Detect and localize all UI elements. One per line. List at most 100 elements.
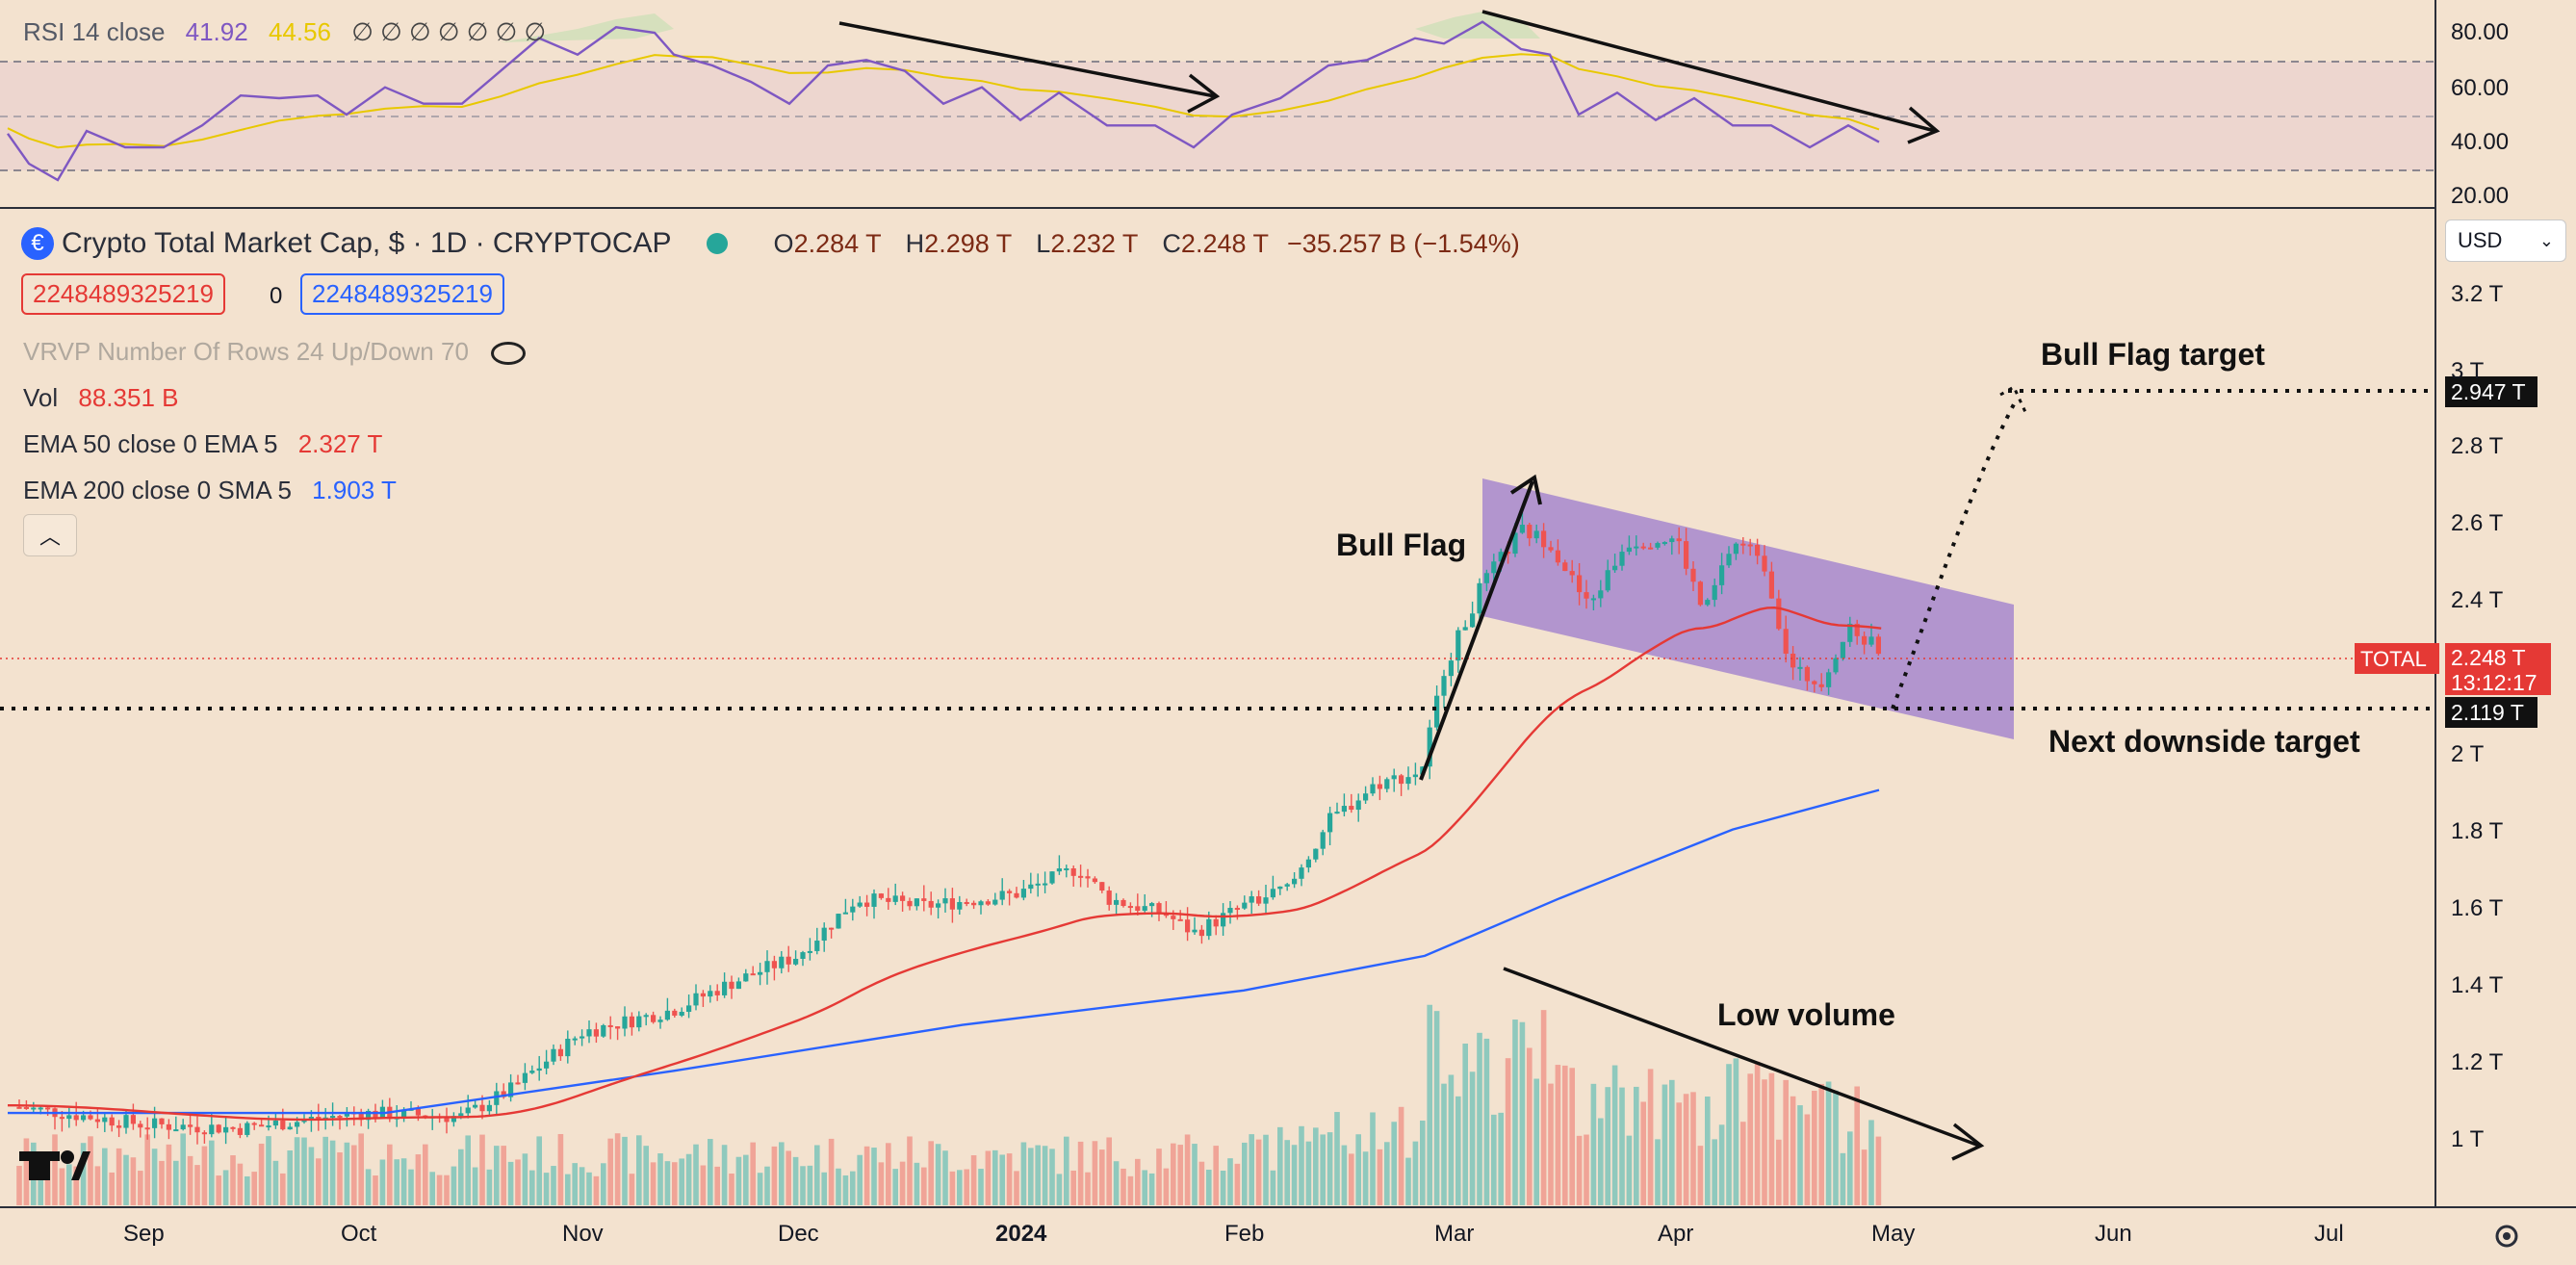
total-tag: [2355, 643, 2439, 674]
candle-body: [130, 1115, 136, 1124]
volume-bar: [871, 1148, 877, 1205]
spread-value: 0: [270, 283, 283, 309]
volume-bar: [1077, 1141, 1084, 1205]
volume-bar: [1705, 1097, 1711, 1205]
bull-flag-target-label: Bull Flag target: [2041, 337, 2265, 372]
volume-bar: [1768, 1072, 1775, 1205]
symbol-title[interactable]: Crypto Total Market Cap, $ · 1D · CRYPTO…: [62, 227, 672, 259]
time-label-feb: Feb: [1224, 1221, 1265, 1247]
volume-bar: [1647, 1069, 1654, 1205]
candle-body: [287, 1126, 293, 1130]
volume-bar: [365, 1169, 372, 1205]
volume-bar: [166, 1144, 172, 1205]
volume-bar: [23, 1138, 30, 1205]
candle-body: [1747, 544, 1753, 547]
price-label-2.0: 2 T: [2451, 741, 2485, 767]
volume-bar: [1106, 1137, 1112, 1205]
candle-body: [1056, 868, 1062, 872]
candle-body: [1612, 565, 1618, 571]
volume-bar: [1092, 1141, 1098, 1205]
volume-bar: [629, 1174, 635, 1205]
candle-body: [1263, 897, 1269, 904]
volume-bar: [1370, 1112, 1376, 1205]
candle-body: [23, 1106, 29, 1109]
volume-bar: [1171, 1143, 1176, 1205]
rsi-overbought-fill: [501, 13, 674, 42]
candle-body: [1740, 543, 1746, 546]
volume-bar: [1797, 1105, 1803, 1205]
bull-flag-channel: [1482, 478, 2014, 739]
volume-bar: [771, 1146, 778, 1205]
time-label-nov: Nov: [562, 1221, 604, 1247]
volume-bar: [458, 1149, 464, 1205]
volume-bar: [1163, 1168, 1170, 1205]
candle-body: [1177, 918, 1183, 921]
volume-bar: [1562, 1065, 1568, 1205]
volume-bar: [522, 1153, 528, 1205]
volume-bar: [465, 1135, 471, 1205]
time-label-apr: Apr: [1658, 1221, 1694, 1247]
candle-body: [1776, 598, 1782, 630]
volume-legend: Vol 88.351 B: [23, 383, 178, 413]
currency-select[interactable]: USD ⌄: [2445, 219, 2566, 262]
volume-bar: [1255, 1139, 1262, 1205]
volume-bar: [1121, 1168, 1126, 1205]
candle-body: [1106, 891, 1112, 905]
rsi-axis-60: 60.00: [2451, 75, 2510, 101]
rsi-extras: ∅ ∅ ∅ ∅ ∅ ∅ ∅: [351, 17, 547, 46]
volume-bar: [173, 1160, 179, 1205]
candle-body: [1506, 552, 1511, 555]
candle-body: [1719, 565, 1725, 585]
rsi-ma-value: 44.56: [268, 17, 332, 46]
candle-body: [1733, 543, 1739, 555]
volume-bar: [102, 1148, 108, 1205]
high-label: H: [905, 228, 925, 258]
volume-bar: [1491, 1114, 1497, 1205]
volume-bar: [294, 1137, 300, 1205]
rsi-arrow-2-head: [1907, 106, 1941, 144]
candle-body: [714, 991, 720, 995]
candle-body: [551, 1048, 556, 1062]
sell-price-button[interactable]: 2248489325219: [21, 273, 225, 315]
candle-body: [138, 1123, 143, 1128]
volume-bar: [387, 1144, 393, 1205]
close-label: C: [1162, 228, 1181, 258]
candle-body: [1192, 929, 1198, 933]
volume-bar: [1555, 1065, 1561, 1205]
candle-body: [672, 1010, 678, 1016]
candle-body: [1384, 779, 1390, 789]
volume-bars: [16, 1004, 1882, 1205]
candle-body: [1313, 848, 1319, 860]
volume-bar: [1377, 1149, 1383, 1205]
hidden-eye-icon[interactable]: [491, 342, 527, 366]
market-status-icon[interactable]: [706, 233, 728, 254]
volume-bar: [1014, 1171, 1019, 1205]
candle-body: [607, 1024, 613, 1027]
candle-body: [1434, 695, 1440, 728]
candle-body: [1299, 867, 1304, 879]
volume-bar: [444, 1175, 450, 1205]
symbol-header: € Crypto Total Market Cap, $ · 1D · CRYP…: [21, 227, 1520, 260]
volume-bar: [94, 1166, 101, 1205]
volume-bar: [1441, 1083, 1447, 1205]
buy-price-button[interactable]: 2248489325219: [300, 273, 504, 315]
candle-body: [793, 958, 799, 965]
candle-body: [123, 1115, 129, 1128]
volume-bar: [1726, 1064, 1732, 1205]
candle-body: [957, 902, 963, 910]
volume-bar: [1184, 1134, 1191, 1205]
candle-body: [280, 1120, 286, 1130]
volume-bar: [664, 1161, 671, 1205]
volume-bar: [814, 1145, 820, 1205]
total-label: TOTAL: [2360, 647, 2427, 671]
volume-bar: [1626, 1135, 1633, 1205]
settings-gear-icon[interactable]: [2495, 1225, 2518, 1248]
volume-bar: [949, 1171, 956, 1205]
target-price-tag: [2445, 376, 2537, 407]
volume-bar: [1042, 1146, 1048, 1205]
candle-body: [66, 1115, 72, 1120]
collapse-legend-button[interactable]: ︿: [23, 514, 77, 556]
next-downside-target-label: Next downside target: [2048, 724, 2360, 759]
candle-body: [580, 1036, 585, 1039]
